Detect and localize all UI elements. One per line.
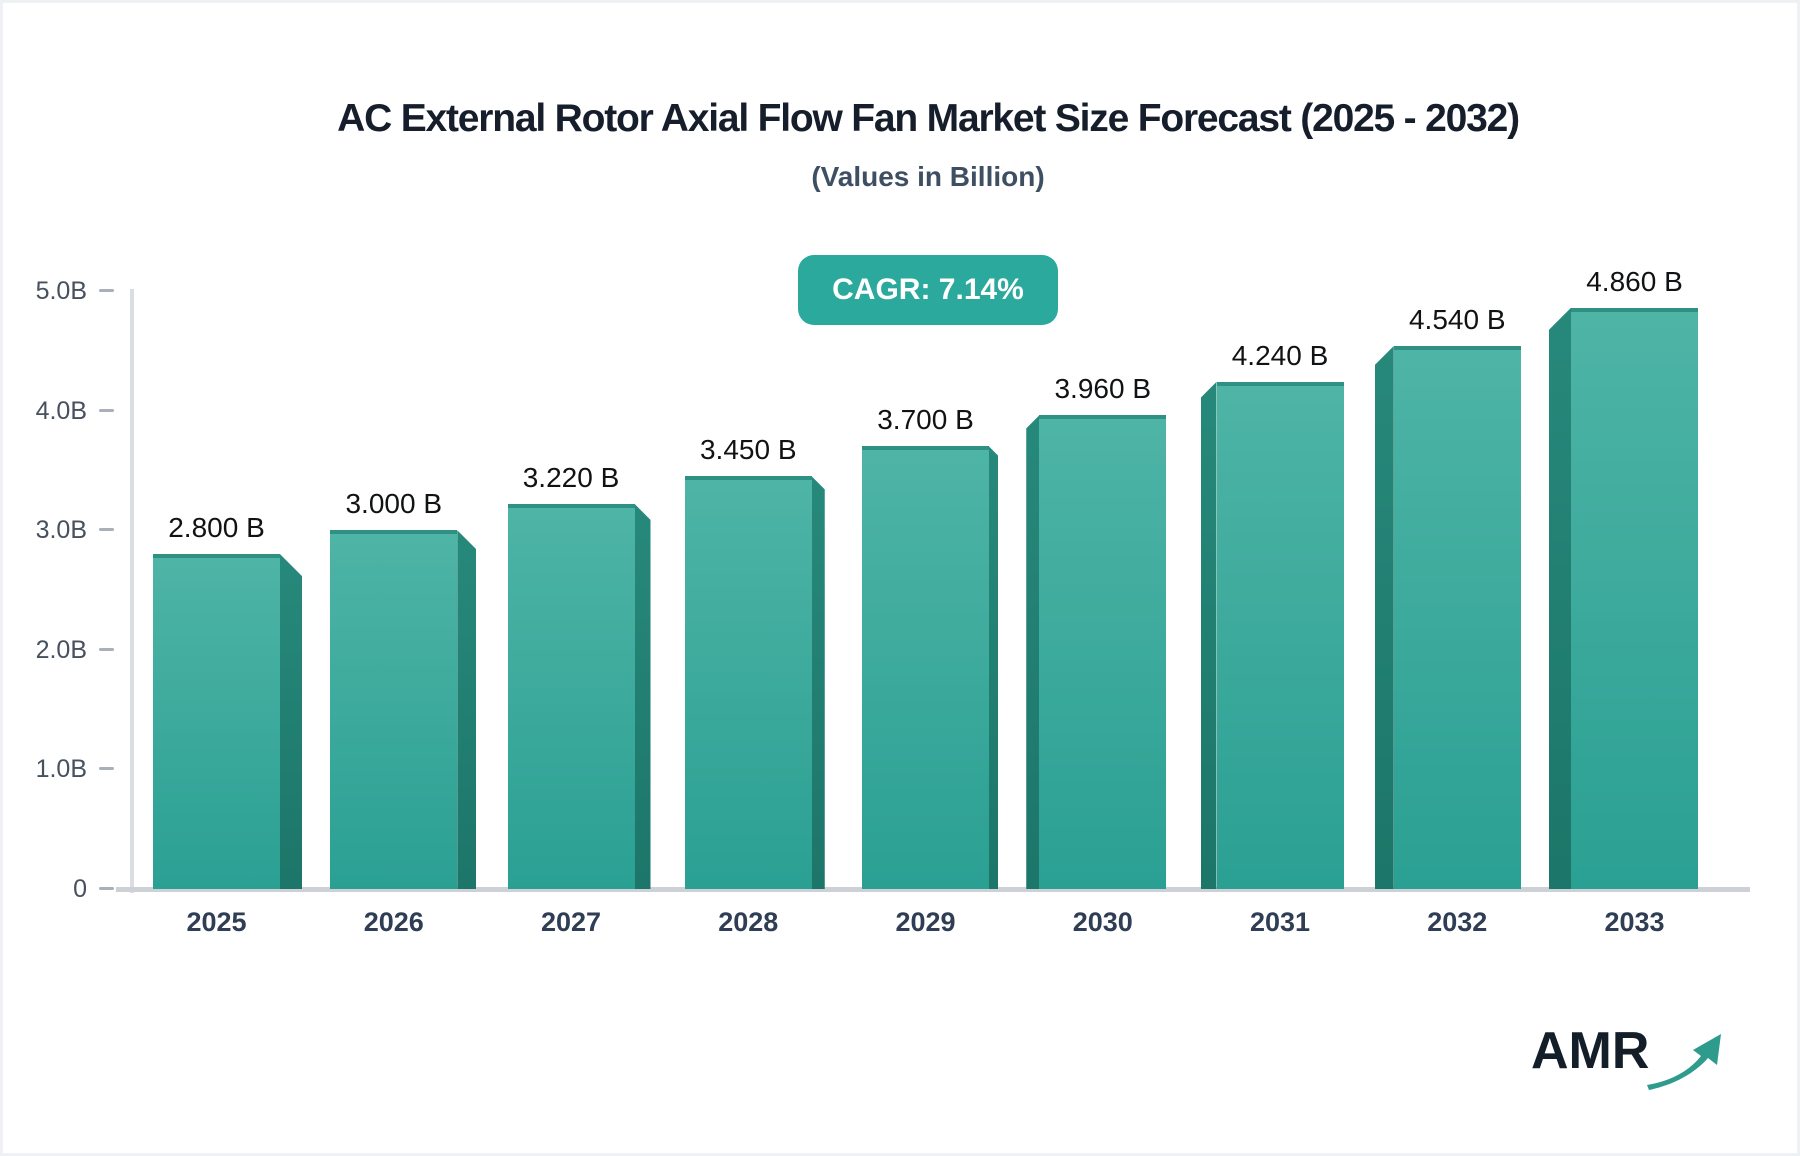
y-axis-tick-label: 0 [73,875,87,903]
bar-3d-side [1549,307,1571,889]
bar-value-label: 4.540 B [1408,304,1506,336]
x-axis-tick-label: 2027 [540,907,602,937]
logo-arrow-icon [1647,1034,1721,1090]
y-axis-tick-mark [99,528,114,532]
bar [1571,307,1698,889]
bar-3d-side [457,530,477,889]
chart-title: AC External Rotor Axial Flow Fan Market … [337,97,1520,140]
bar-3d-side [811,476,825,889]
bar [862,446,989,889]
x-axis-tick-label: 2031 [1249,907,1311,937]
bar-value-label: 3.000 B [345,488,443,520]
y-axis-tick-label: 3.0B [35,516,87,545]
bar [507,503,635,889]
bar [1216,381,1344,889]
cagr-badge: CAGR: 7.14% [798,255,1058,325]
y-axis-tick-label: 2.0B [35,635,87,664]
y-axis-tick-mark [99,408,114,412]
bar-3d-side [1200,381,1217,889]
bar-3d-side [989,446,998,889]
bar-value-label: 4.240 B [1231,339,1329,371]
x-axis-tick-label: 2026 [363,907,424,937]
x-axis-baseline [116,887,1750,892]
bar-value-label: 4.860 B [1586,265,1683,297]
bar [1039,415,1167,889]
logo-text: AMR [1531,1022,1650,1080]
bar-3d-side [634,503,651,889]
y-axis-line [130,289,134,893]
x-axis-tick-label: 2033 [1604,907,1665,937]
x-axis-tick-label: 2029 [895,907,956,937]
bar [1393,346,1521,889]
bar-value-label: 3.960 B [1054,373,1152,405]
x-axis-tick-label: 2025 [186,907,247,937]
y-axis-tick-label: 5.0B [35,277,87,305]
chart-subtitle: (Values in Billion) [811,161,1045,192]
y-axis-tick-mark [99,767,114,771]
y-axis-tick-label: 1.0B [35,755,87,784]
bar-3d-side [1374,346,1394,889]
bar-3d-side [280,554,302,889]
y-axis-tick-mark [99,647,114,651]
y-axis-tick-label: 4.0B [35,396,87,425]
bar-value-label: 3.700 B [877,404,974,436]
bar-value-label: 2.800 B [168,512,265,544]
x-axis-tick-label: 2028 [718,907,779,937]
bar [330,530,458,889]
y-axis-tick-mark [99,289,114,292]
bar-3d-side [1026,415,1040,889]
bar-value-label: 3.450 B [699,434,797,466]
bar-value-label: 3.220 B [522,461,620,493]
bar [684,476,812,889]
y-axis-tick-mark [99,887,114,890]
x-axis-tick-label: 2032 [1427,907,1488,937]
bar [153,554,280,889]
x-axis-tick-label: 2030 [1072,907,1133,937]
